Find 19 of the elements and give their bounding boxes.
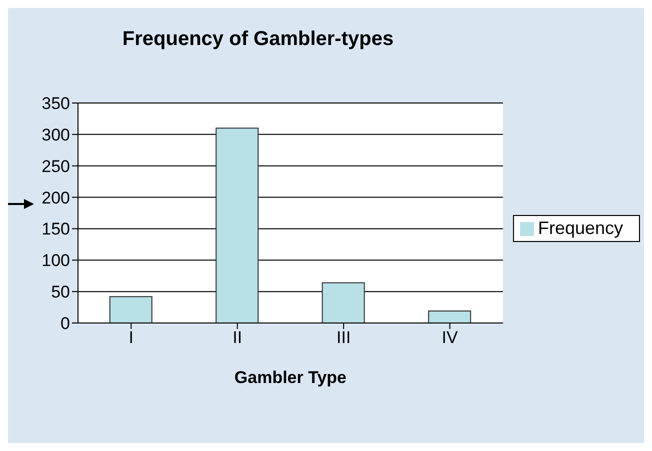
chart-title: Frequency of Gambler-types <box>121 28 395 51</box>
bar <box>109 296 152 323</box>
y-tick-label: 100 <box>42 251 70 270</box>
y-tick-label: 150 <box>42 220 70 239</box>
bar <box>322 282 365 323</box>
bar <box>428 310 472 323</box>
y-tick-label: 250 <box>42 156 70 176</box>
y-tick-label: 200 <box>42 188 70 208</box>
legend-label: Frequency <box>538 218 623 238</box>
bar <box>216 128 259 323</box>
y-tick-label: 0 <box>60 314 70 334</box>
y-tick-label: 300 <box>42 125 70 144</box>
x-axis-title: Gambler Type <box>234 368 347 387</box>
x-tick-label: II <box>232 328 242 348</box>
x-tick-label: III <box>336 328 351 348</box>
y-tick-label: 50 <box>51 282 70 302</box>
y-tick-label: 350 <box>42 94 70 114</box>
x-tick-label: I <box>128 328 134 348</box>
x-tick-label: IV <box>442 328 459 348</box>
